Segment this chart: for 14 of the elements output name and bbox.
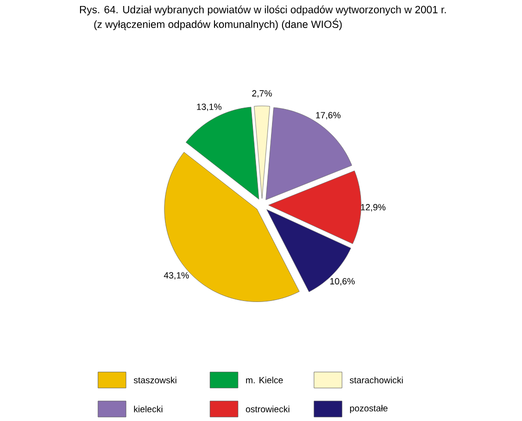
chart-title: Rys. 64. Udział wybranych powiatów w ilości odpadów wytworzonych w 2001 r. — [80, 6, 446, 16]
data-label: 12,9% — [361, 204, 386, 212]
data-label: 10,6% — [330, 278, 355, 286]
legend-label: ostrowiecki — [246, 406, 290, 412]
legend-label: kielecki — [134, 406, 162, 412]
legend-label: starachowicki — [350, 376, 403, 384]
legend-label: staszowski — [134, 376, 176, 384]
data-label: 2,7% — [252, 90, 272, 98]
legend-label: pozostałe — [350, 404, 388, 414]
chart-subtitle: (z wyłączeniem odpadów komunalnych) (dane WIOŚ) — [94, 18, 342, 30]
data-label: 43,1% — [164, 272, 189, 280]
data-label: 17,6% — [316, 112, 341, 120]
legend-label: m. Kielce — [246, 376, 283, 384]
data-label: 13,1% — [197, 104, 222, 112]
